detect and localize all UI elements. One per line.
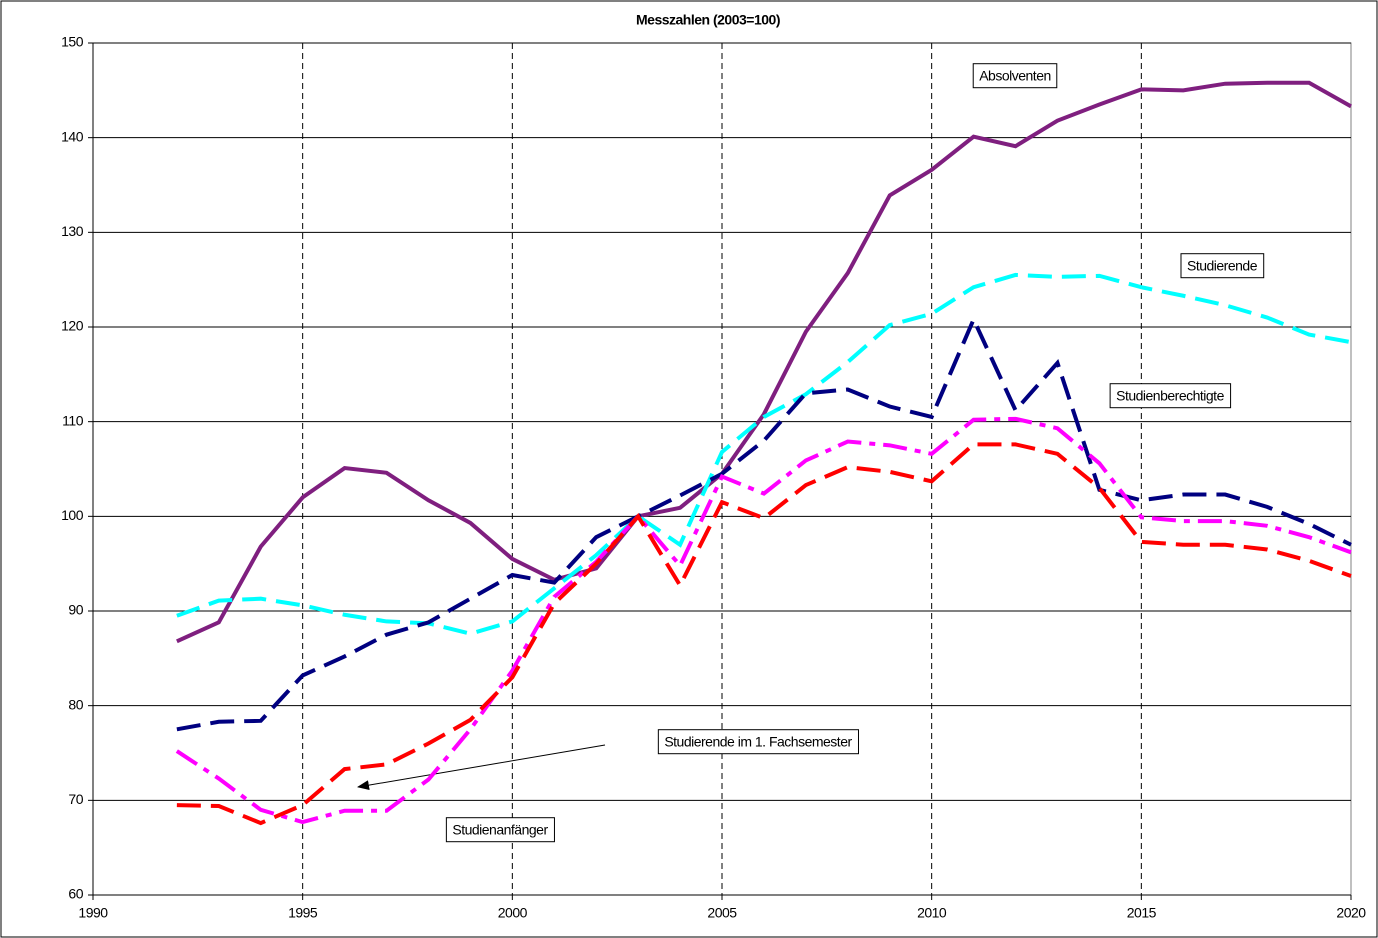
x-tick-label: 2005 [707, 905, 737, 921]
label-box [972, 63, 1058, 89]
y-tick-label: 120 [61, 318, 84, 334]
label-box [657, 729, 859, 755]
series-label: Studienberechtigte [1116, 388, 1224, 404]
series-line [176, 314, 1352, 732]
x-tick-label: 2010 [917, 905, 947, 921]
series-label: Absolventen [979, 68, 1051, 84]
label-box [1180, 253, 1265, 279]
y-tick-label: 70 [68, 791, 83, 807]
series-line [176, 272, 1352, 636]
label-box [1109, 383, 1232, 409]
y-tick-label: 100 [61, 507, 84, 523]
x-tick-label: 2000 [498, 905, 528, 921]
series-label: Studierende [1187, 258, 1258, 274]
y-tick-label: 150 [61, 34, 84, 50]
series-label: Studienanfänger [452, 822, 548, 838]
y-tick-label: 110 [62, 412, 84, 428]
annotation-arrow [357, 744, 606, 791]
x-tick-label: 1995 [288, 905, 318, 921]
series-label: Studierende im 1. Fachsemester [664, 734, 852, 750]
y-tick-label: 80 [68, 696, 83, 712]
y-tick-label: 140 [61, 128, 84, 144]
y-tick-label: 130 [61, 223, 84, 239]
series-line [176, 442, 1352, 826]
chart-title: Messzahlen (2003=100) [636, 12, 780, 28]
y-tick-label: 90 [68, 602, 83, 618]
series-line [175, 416, 1352, 825]
x-tick-label: 2015 [1127, 905, 1157, 921]
label-box [445, 817, 555, 843]
x-tick-label: 1990 [78, 905, 108, 921]
series-line [176, 80, 1352, 644]
x-tick-label: 2020 [1336, 905, 1366, 921]
y-tick-label: 60 [68, 886, 83, 902]
